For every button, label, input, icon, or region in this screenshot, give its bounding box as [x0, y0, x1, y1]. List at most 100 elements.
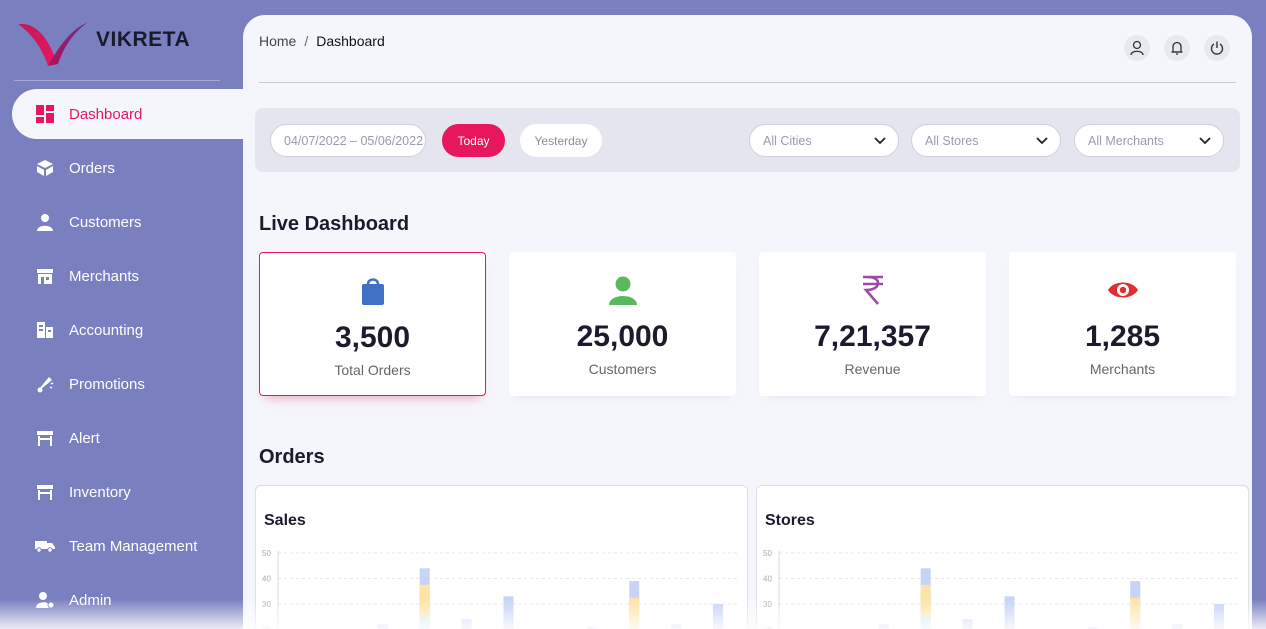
today-button-label: Today — [457, 133, 490, 148]
store-select[interactable]: All Stores — [911, 124, 1061, 157]
stores-chart-card: Stores 50 40 30 20 — [756, 485, 1249, 629]
stat-label: Merchants — [1089, 361, 1156, 377]
orders-section-title: Orders — [259, 446, 325, 468]
notification-bell-icon[interactable] — [1164, 35, 1190, 61]
eye-icon — [1009, 274, 1236, 306]
chart-bar[interactable] — [629, 581, 640, 629]
stat-card-total-orders[interactable]: 3,500 Total Orders — [259, 252, 486, 396]
sidebar-divider — [14, 80, 220, 81]
chart-bar[interactable] — [1214, 604, 1225, 629]
stores-chart-title: Stores — [765, 512, 815, 529]
y-tick-label: 50 — [763, 549, 772, 558]
city-select[interactable]: All Cities — [749, 124, 899, 157]
sidebar-item-orders[interactable]: Orders — [12, 143, 243, 193]
chart-bar[interactable] — [1004, 596, 1015, 629]
sidebar-item-label: Admin — [69, 591, 112, 609]
rupee-icon — [759, 274, 986, 306]
chart-bar[interactable] — [377, 624, 388, 629]
stat-card-revenue[interactable]: 7,21,357 Revenue — [759, 252, 986, 396]
chart-bar[interactable] — [419, 568, 430, 629]
power-icon[interactable] — [1204, 35, 1230, 61]
chart-bar[interactable] — [920, 568, 931, 629]
yesterday-button-label: Yesterday — [534, 133, 588, 148]
store-select-value: All Stores — [925, 133, 979, 148]
brand-name: VIKRETA — [96, 28, 191, 51]
yesterday-button[interactable]: Yesterday — [520, 124, 602, 157]
breadcrumb-current: Dashboard — [316, 33, 385, 49]
alert-store-icon — [32, 430, 58, 446]
chart-bar[interactable] — [713, 604, 724, 629]
sidebar-item-alert[interactable]: Alert — [12, 413, 243, 463]
filter-bar: 04/07/2022 – 05/06/2022 Today Yesterday … — [255, 108, 1240, 172]
today-button[interactable]: Today — [442, 124, 505, 157]
profile-icon[interactable] — [1124, 35, 1150, 61]
sales-bar-chart: 50 40 30 20 — [262, 549, 739, 629]
chevron-down-icon — [1199, 136, 1211, 144]
chart-bar[interactable] — [962, 619, 973, 629]
stat-value: 7,21,357 — [814, 320, 931, 353]
chart-bar[interactable] — [1172, 624, 1183, 629]
chart-bar[interactable] — [878, 624, 889, 629]
stat-value: 1,285 — [1084, 320, 1161, 353]
sidebar-item-inventory[interactable]: Inventory — [12, 467, 243, 517]
dashboard-icon — [32, 105, 58, 123]
merchant-select-value: All Merchants — [1088, 133, 1164, 148]
sidebar-item-accounting[interactable]: Accounting — [12, 305, 243, 355]
stat-value: 3,500 — [334, 321, 411, 354]
breadcrumb-separator: / — [304, 33, 309, 49]
sidebar-item-label: Merchants — [69, 267, 140, 285]
store-icon — [32, 267, 58, 285]
stat-label: Revenue — [844, 361, 901, 377]
sidebar-item-team-management[interactable]: Team Management — [12, 521, 243, 571]
date-range-value: 04/07/2022 – 05/06/2022 — [284, 133, 424, 148]
sidebar-item-label: Team Management — [69, 537, 198, 555]
sidebar: VIKRETA Dashboard Orders Customers Merch… — [0, 0, 243, 629]
y-tick-label: 40 — [262, 575, 271, 584]
header-actions — [1124, 35, 1230, 61]
sidebar-item-label: Alert — [69, 429, 100, 447]
sidebar-item-label: Orders — [69, 159, 115, 177]
sidebar-item-admin[interactable]: Admin — [12, 575, 243, 625]
brand-logo[interactable]: VIKRETA — [18, 20, 190, 66]
person-icon — [509, 274, 736, 306]
stores-bar-chart: 50 40 30 20 — [763, 549, 1240, 629]
merchant-select[interactable]: All Merchants — [1074, 124, 1224, 157]
chart-bar[interactable] — [1130, 581, 1141, 629]
megaphone-icon — [32, 375, 58, 393]
chevron-down-icon — [1036, 136, 1048, 144]
y-tick-label: 20 — [262, 626, 271, 629]
date-range-input[interactable]: 04/07/2022 – 05/06/2022 — [270, 124, 426, 157]
shopping-bag-icon — [260, 275, 485, 307]
live-dashboard-title: Live Dashboard — [259, 213, 410, 235]
y-tick-label: 20 — [763, 626, 772, 629]
box-icon — [32, 159, 58, 177]
chart-bar[interactable] — [461, 619, 472, 629]
sales-chart-card: Sales 50 40 30 20 — [255, 485, 748, 629]
inventory-icon — [32, 484, 58, 500]
admin-icon — [32, 591, 58, 609]
sidebar-item-dashboard[interactable]: Dashboard — [12, 89, 243, 139]
sidebar-item-merchants[interactable]: Merchants — [12, 251, 243, 301]
stat-label: Total Orders — [334, 362, 411, 378]
main-panel: Home / Dashboard 04/07/2022 – 05/06/2022 T… — [243, 15, 1252, 629]
stat-card-customers[interactable]: 25,000 Customers — [509, 252, 736, 396]
sidebar-item-promotions[interactable]: Promotions — [12, 359, 243, 409]
sidebar-item-customers[interactable]: Customers — [12, 197, 243, 247]
stat-label: Customers — [588, 361, 657, 377]
chart-bar[interactable] — [503, 596, 514, 629]
user-icon — [32, 213, 58, 231]
breadcrumb: Home / Dashboard — [259, 33, 385, 49]
truck-icon — [32, 539, 58, 553]
sidebar-item-label: Promotions — [69, 375, 145, 393]
stat-card-merchants[interactable]: 1,285 Merchants — [1009, 252, 1236, 396]
accounting-icon — [32, 321, 58, 339]
sidebar-item-label: Accounting — [69, 321, 144, 339]
sidebar-item-label: Inventory — [69, 483, 131, 501]
sidebar-item-label: Dashboard — [69, 105, 143, 123]
y-tick-label: 50 — [262, 549, 271, 558]
y-tick-label: 40 — [763, 575, 772, 584]
vikreta-logo-icon — [18, 22, 88, 66]
chart-bar[interactable] — [671, 624, 682, 629]
city-select-value: All Cities — [763, 133, 812, 148]
breadcrumb-home[interactable]: Home — [259, 33, 297, 49]
